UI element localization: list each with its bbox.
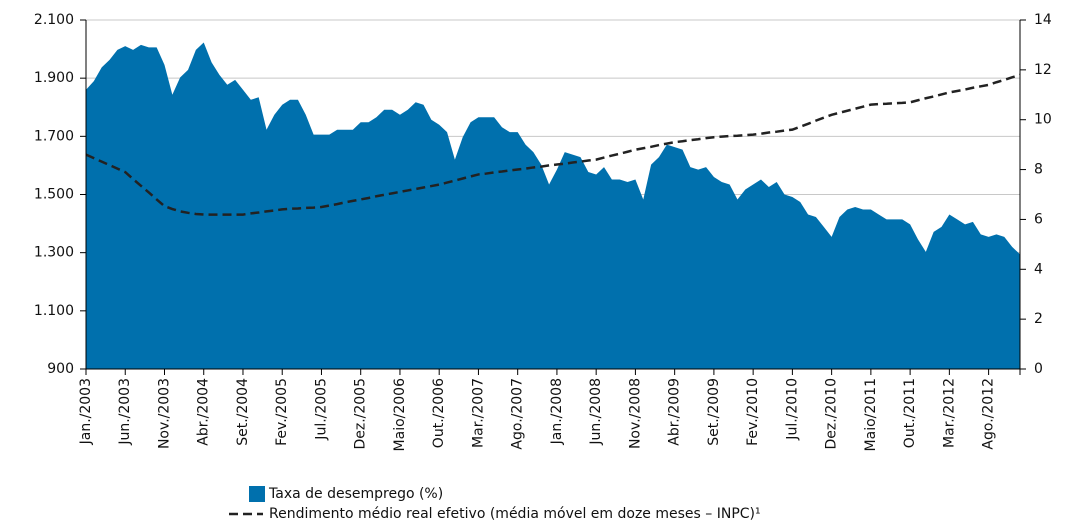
x-tick-label: Jun./2003 [117, 378, 133, 446]
area [86, 42, 1020, 369]
x-tick-label: Fev./2005 [274, 378, 290, 446]
y2-tick-label: 2 [1034, 311, 1043, 327]
x-tick-label: Jul./2010 [784, 378, 800, 441]
plot-area [85, 42, 1021, 369]
y-tick-label: 1.700 [34, 128, 74, 144]
line [85, 73, 1021, 216]
x-tick-label: Nov./2008 [627, 378, 643, 449]
x-tick-label: Jan./2008 [549, 378, 565, 445]
legend-label: Taxa de desemprego (%) [268, 486, 443, 502]
y-tick-label: 1.900 [34, 70, 74, 86]
x-tick-label: Maio/2011 [863, 378, 879, 451]
y-tick-label: 1.500 [34, 187, 74, 203]
x-tick-label: Mar./2012 [941, 378, 957, 448]
y2-tick-label: 14 [1034, 12, 1052, 28]
legend-label: Rendimento médio real efetivo (média móv… [269, 506, 761, 522]
x-tick-label: Jan./2003 [78, 378, 94, 445]
y2-tick-label: 6 [1034, 211, 1043, 227]
x-tick-label: Set./2004 [235, 378, 251, 446]
x-tick-label: Dez./2010 [824, 378, 840, 450]
y-tick-label: 900 [47, 361, 74, 377]
axes: 900 1.100 1.300 1.500 1.700 1.900 2.100 0 2 4 6 8 10… [34, 12, 1052, 451]
x-tick-label: Set./2009 [706, 378, 722, 446]
x-tick-label: Jul./2005 [313, 378, 329, 441]
x-tick-label: Dez./2005 [353, 378, 369, 450]
x-tick-label: Fev./2010 [745, 378, 761, 446]
x-tick-label: Mar./2007 [470, 378, 486, 448]
x-tick-label: Jun./2008 [588, 378, 604, 446]
y2-tick-label: 4 [1034, 261, 1043, 277]
x-tick-label: Out./2011 [902, 378, 918, 448]
y2-tick-label: 0 [1034, 361, 1043, 377]
x-tick-label: Nov./2003 [156, 378, 172, 449]
legend-swatch [249, 486, 265, 502]
x-tick-label: Abr./2004 [196, 378, 212, 446]
x-tick-label: Maio/2006 [392, 378, 408, 452]
x-tick-label: Ago./2007 [510, 378, 526, 450]
y2-tick-label: 12 [1034, 62, 1052, 78]
x-tick-label: Out./2006 [431, 378, 447, 448]
y2-tick-label: 10 [1034, 112, 1052, 128]
x-tick-label: Ago./2012 [981, 378, 997, 450]
x-tick-label: Abr./2009 [667, 378, 683, 446]
legend: Taxa de desemprego (%) Rendimento médio r… [229, 486, 761, 522]
y-tick-label: 1.100 [34, 303, 74, 319]
y2-tick-label: 8 [1034, 162, 1043, 178]
y-tick-label: 1.300 [34, 245, 74, 261]
y-tick-label: 2.100 [34, 12, 74, 28]
